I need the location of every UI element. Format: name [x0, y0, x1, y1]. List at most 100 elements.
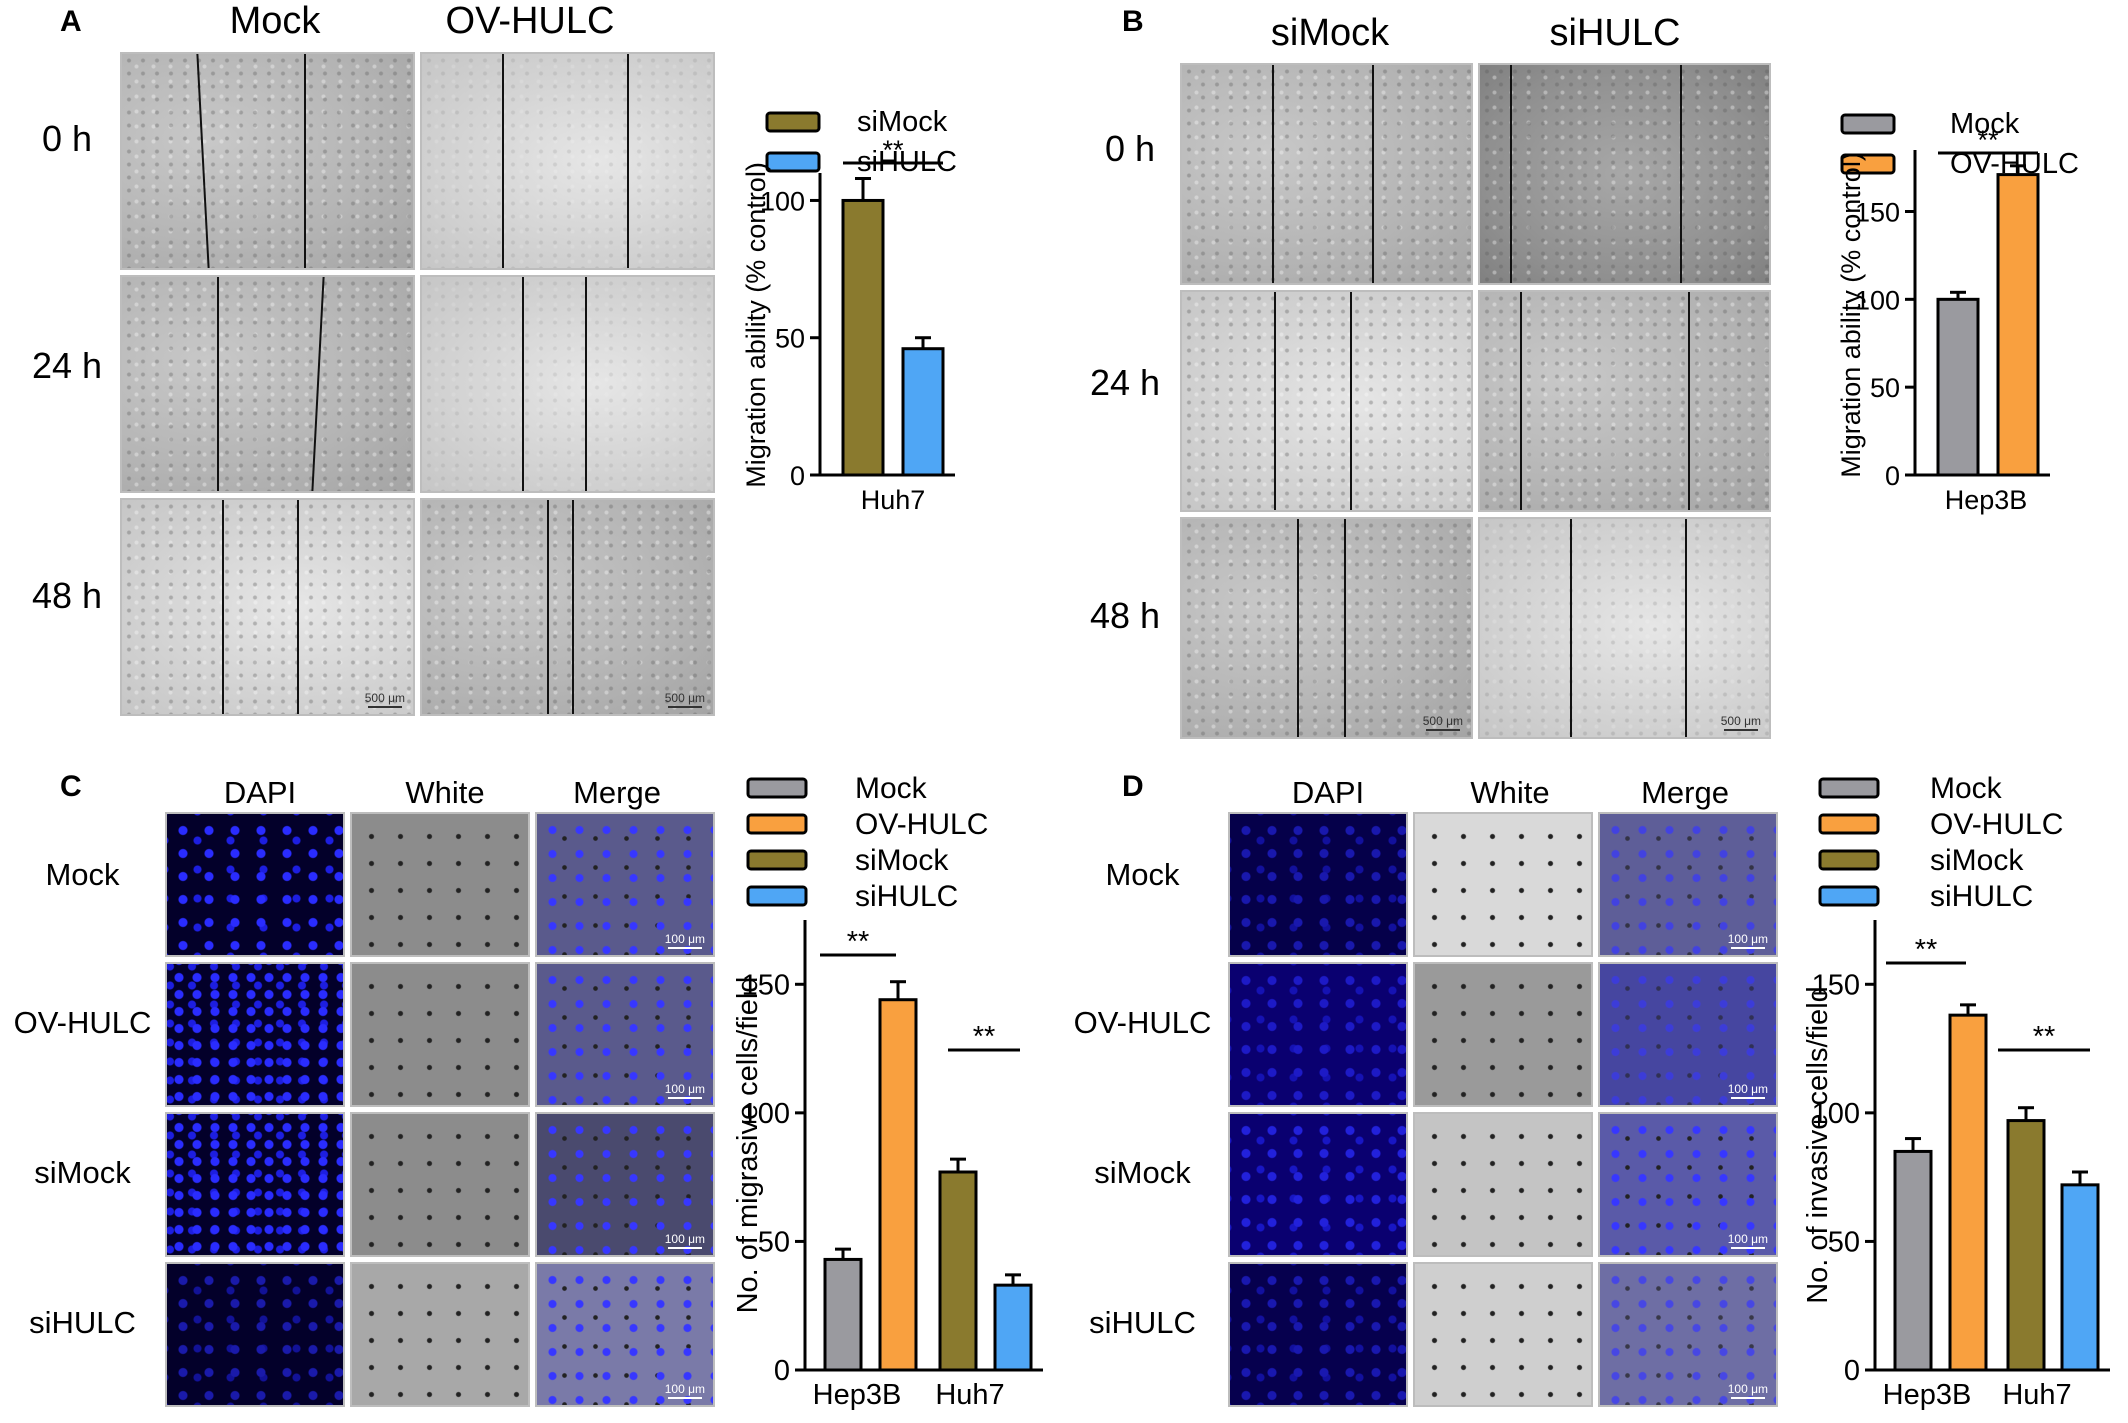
- micrograph-c-dapi-simock: [165, 1112, 345, 1257]
- row-label-ov-hulc-d: OV-HULC: [1073, 1005, 1212, 1040]
- micrograph-c-dapi-mock: [165, 812, 345, 957]
- legend-label-simock: siMock: [857, 106, 948, 138]
- row-label-48h: 48 h: [32, 575, 103, 616]
- micrograph-d-white-mock: [1413, 812, 1593, 957]
- legend-label-mock-c: Mock: [855, 772, 928, 805]
- legend-a: siMock siHULC: [765, 106, 957, 178]
- row-label-mock-c: Mock: [45, 857, 120, 892]
- micrograph-d-white-sihulc: [1413, 1262, 1593, 1407]
- col-label-merge-d: Merge: [1641, 775, 1729, 810]
- legend-label-simock-c: siMock: [855, 844, 949, 877]
- legend-b: Mock OV-HULC: [1840, 108, 2079, 180]
- micrograph-c-white-simock: [350, 1112, 530, 1257]
- significance-label: **: [1977, 125, 1999, 155]
- micrograph-c-merge-ov-hulc: 100 μm: [535, 962, 715, 1107]
- panel-letter-a: A: [60, 5, 82, 38]
- y-axis-label: Migration ability (% control): [741, 162, 771, 488]
- y-tick-label: 0: [1885, 461, 1900, 491]
- col-label-mock: Mock: [229, 0, 321, 42]
- y-tick-label: 100: [1855, 285, 1900, 315]
- panel-letter-c: C: [60, 770, 82, 803]
- panel-letter-b: B: [1122, 5, 1144, 38]
- x-tick-label: Huh7: [861, 485, 926, 515]
- x-tick-label: Hep3B: [1945, 485, 2028, 515]
- micrograph-d-dapi-simock: [1228, 1112, 1408, 1257]
- y-tick-label: 100: [742, 1098, 790, 1130]
- significance-label: **: [882, 135, 904, 165]
- y-tick-label: 150: [742, 969, 790, 1001]
- y-tick-label: 150: [1855, 197, 1900, 227]
- legend-c: Mock OV-HULC siMock siHULC: [746, 772, 988, 913]
- y-tick-label: 0: [1844, 1355, 1860, 1387]
- legend-label-mock: Mock: [1950, 108, 2020, 140]
- legend-label-simock-d: siMock: [1930, 844, 2024, 877]
- y-tick-label: 100: [760, 186, 805, 216]
- y-tick-label: 150: [1812, 969, 1860, 1001]
- y-tick-label: 50: [775, 324, 805, 354]
- legend-swatch-mock: [1840, 113, 1896, 135]
- bar-mock: [1936, 297, 1980, 477]
- micrograph-d-white-simock: [1413, 1112, 1593, 1257]
- row-label-0h-b: 0 h: [1105, 128, 1156, 169]
- legend-label-sihulc-d: siHULC: [1930, 880, 2033, 913]
- legend-label-ov-hulc-d: OV-HULC: [1930, 808, 2063, 841]
- legend-swatch-simock-d: [1818, 849, 1880, 871]
- bar-simock: [841, 198, 885, 477]
- micrograph-d-dapi-sihulc: [1228, 1262, 1408, 1407]
- col-label-sihulc: siHULC: [1549, 12, 1681, 54]
- legend-d: Mock OV-HULC siMock siHULC: [1818, 772, 2063, 913]
- row-label-sihulc-c: siHULC: [29, 1305, 136, 1340]
- bar-ov-hulc: [1996, 173, 2040, 477]
- micrograph-d-dapi-ov-hulc: [1228, 962, 1408, 1107]
- micrograph-c-merge-sihulc: 100 μm: [535, 1262, 715, 1407]
- bar-ov-hulc: [878, 998, 918, 1372]
- row-label-24h: 24 h: [32, 345, 103, 386]
- micrograph-c-white-sihulc: [350, 1262, 530, 1407]
- micrograph-d-merge-simock: 100 μm: [1598, 1112, 1778, 1257]
- legend-swatch-sihulc-c: [746, 885, 808, 907]
- micrograph-b-simock-48h: 500 μm: [1180, 517, 1473, 739]
- row-label-24h-b: 24 h: [1090, 362, 1161, 403]
- row-label-mock-d: Mock: [1105, 857, 1180, 892]
- y-tick-label: 0: [790, 461, 805, 491]
- legend-swatch-sihulc-d: [1818, 885, 1880, 907]
- micrograph-c-dapi-ov-hulc: [165, 962, 345, 1107]
- bar-mock: [823, 1257, 863, 1372]
- bar-sihulc: [993, 1283, 1033, 1372]
- micrograph-b-sihulc-0h: [1478, 63, 1771, 285]
- row-label-simock-c: siMock: [34, 1155, 131, 1190]
- col-label-merge-c: Merge: [573, 775, 661, 810]
- micrograph-c-dapi-sihulc: [165, 1262, 345, 1407]
- significance-label: **: [1915, 934, 1938, 966]
- chart-d: Mock OV-HULC siMock siHULC 0 50 100 150No. …: [1802, 772, 2110, 1411]
- legend-swatch-ov-hulc-d: [1818, 813, 1880, 835]
- x-tick-label: Huh7: [935, 1379, 1004, 1411]
- bar-mock: [1893, 1149, 1933, 1372]
- bar-simock: [938, 1170, 978, 1372]
- y-tick-label: 100: [1812, 1098, 1860, 1130]
- col-label-simock: siMock: [1270, 12, 1390, 54]
- legend-swatch-ov-hulc: [1840, 153, 1896, 175]
- legend-swatch-sihulc: [765, 151, 821, 173]
- micrograph-c-white-ov-hulc: [350, 962, 530, 1107]
- col-label-white-c: White: [405, 775, 485, 810]
- bar-simock: [2006, 1119, 2046, 1372]
- row-label-48h-b: 48 h: [1090, 595, 1161, 636]
- micrograph-a-mock-24h: [120, 275, 415, 493]
- col-label-dapi-c: DAPI: [223, 775, 297, 810]
- col-label-ov-hulc: OV-HULC: [445, 0, 615, 42]
- legend-label-ov-hulc-c: OV-HULC: [855, 808, 988, 841]
- significance-label: **: [2033, 1021, 2056, 1053]
- bar-ov-hulc: [1948, 1013, 1988, 1372]
- y-tick-label: 50: [1828, 1226, 1860, 1258]
- legend-swatch-simock: [765, 111, 821, 133]
- micrograph-d-merge-sihulc: 100 μm: [1598, 1262, 1778, 1407]
- micrograph-a-mock-0h: [120, 52, 415, 270]
- significance-label: **: [847, 926, 870, 958]
- y-tick-label: 50: [758, 1226, 790, 1258]
- bar-sihulc: [901, 347, 945, 477]
- significance-label: **: [973, 1021, 996, 1053]
- legend-swatch-mock-d: [1818, 777, 1880, 799]
- bar-sihulc: [2060, 1183, 2100, 1372]
